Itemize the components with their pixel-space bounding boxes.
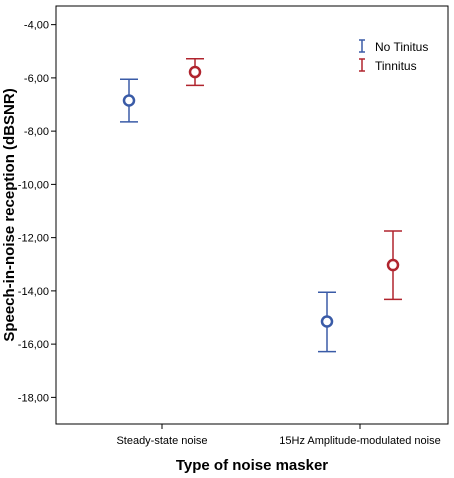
y-tick-label-1: -6,00 <box>24 73 49 85</box>
y-tick-label-2: -8,00 <box>24 126 49 138</box>
y-axis-title: Speech-in-noise reception (dBSNR) <box>1 88 18 341</box>
mean-point-no-tinitus-1 <box>320 315 334 328</box>
legend-item-no-tinitus: No Tinitus <box>359 39 428 54</box>
y-tick-label-0: -4,00 <box>24 20 49 32</box>
x-axis: Steady-state noise 15Hz Amplitude-modulat… <box>116 424 441 447</box>
legend-item-tinnitus: Tinnitus <box>359 58 417 73</box>
y-tick-label-4: -12,00 <box>18 233 49 245</box>
errorbar-no-tinitus-1 <box>318 291 336 353</box>
x-tick-label-1: 15Hz Amplitude-modulated noise <box>279 435 440 447</box>
y-tick-label-6: -16,00 <box>18 339 49 351</box>
mean-point-no-tinitus-0 <box>122 94 136 107</box>
y-tick-label-3: -10,00 <box>18 179 49 191</box>
plot-frame <box>55 5 449 425</box>
x-tick-label-0: Steady-state noise <box>116 435 207 447</box>
y-axis: -4,00 -6,00 -8,00 -10,00 -12,00 -14,00 -16,00 -… <box>18 20 56 404</box>
legend-label-tinnitus: Tinnitus <box>375 59 417 73</box>
errorbar-tinnitus-1 <box>384 230 402 301</box>
legend-marker-tinnitus <box>359 58 365 72</box>
mean-point-tinnitus-1 <box>386 258 400 272</box>
mean-point-tinnitus-0 <box>188 65 202 79</box>
errorbar-no-tinitus-0 <box>120 78 138 123</box>
legend-label-no-tinitus: No Tinitus <box>375 40 428 54</box>
legend: No Tinitus Tinnitus <box>359 39 428 73</box>
y-tick-label-5: -14,00 <box>18 286 49 298</box>
errorbar-tinnitus-0 <box>186 57 204 87</box>
legend-marker-no-tinitus <box>359 39 365 53</box>
y-tick-label-7: -18,00 <box>18 392 49 404</box>
series-layer <box>120 57 402 353</box>
x-axis-title: Type of noise masker <box>176 457 328 474</box>
